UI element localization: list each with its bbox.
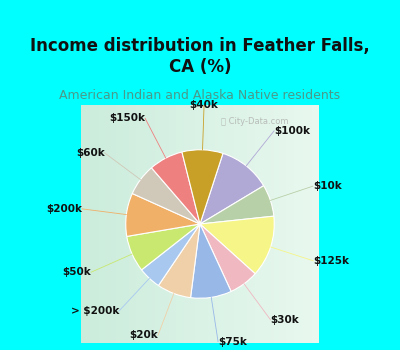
Wedge shape [182,150,223,224]
Text: American Indian and Alaska Native residents: American Indian and Alaska Native reside… [60,89,340,102]
Text: $125k: $125k [313,256,349,266]
Wedge shape [190,224,231,298]
Wedge shape [200,186,274,224]
Text: $10k: $10k [313,181,342,191]
Text: $200k: $200k [46,204,82,214]
Text: $40k: $40k [190,100,218,110]
Wedge shape [158,224,200,298]
Wedge shape [200,216,274,274]
Text: $50k: $50k [62,267,91,277]
Wedge shape [200,224,255,292]
Text: Income distribution in Feather Falls,
CA (%): Income distribution in Feather Falls, CA… [30,37,370,76]
Text: $100k: $100k [274,126,310,136]
Wedge shape [200,153,264,224]
Wedge shape [152,152,200,224]
Text: ⓘ City-Data.com: ⓘ City-Data.com [221,117,288,126]
Wedge shape [126,194,200,236]
Text: $30k: $30k [270,315,299,325]
Wedge shape [132,168,200,224]
Text: $60k: $60k [76,148,105,158]
Text: $150k: $150k [109,113,145,124]
Wedge shape [142,224,200,286]
Text: $75k: $75k [218,337,247,346]
Text: $20k: $20k [129,330,158,340]
Wedge shape [127,224,200,270]
Text: > $200k: > $200k [70,306,119,316]
